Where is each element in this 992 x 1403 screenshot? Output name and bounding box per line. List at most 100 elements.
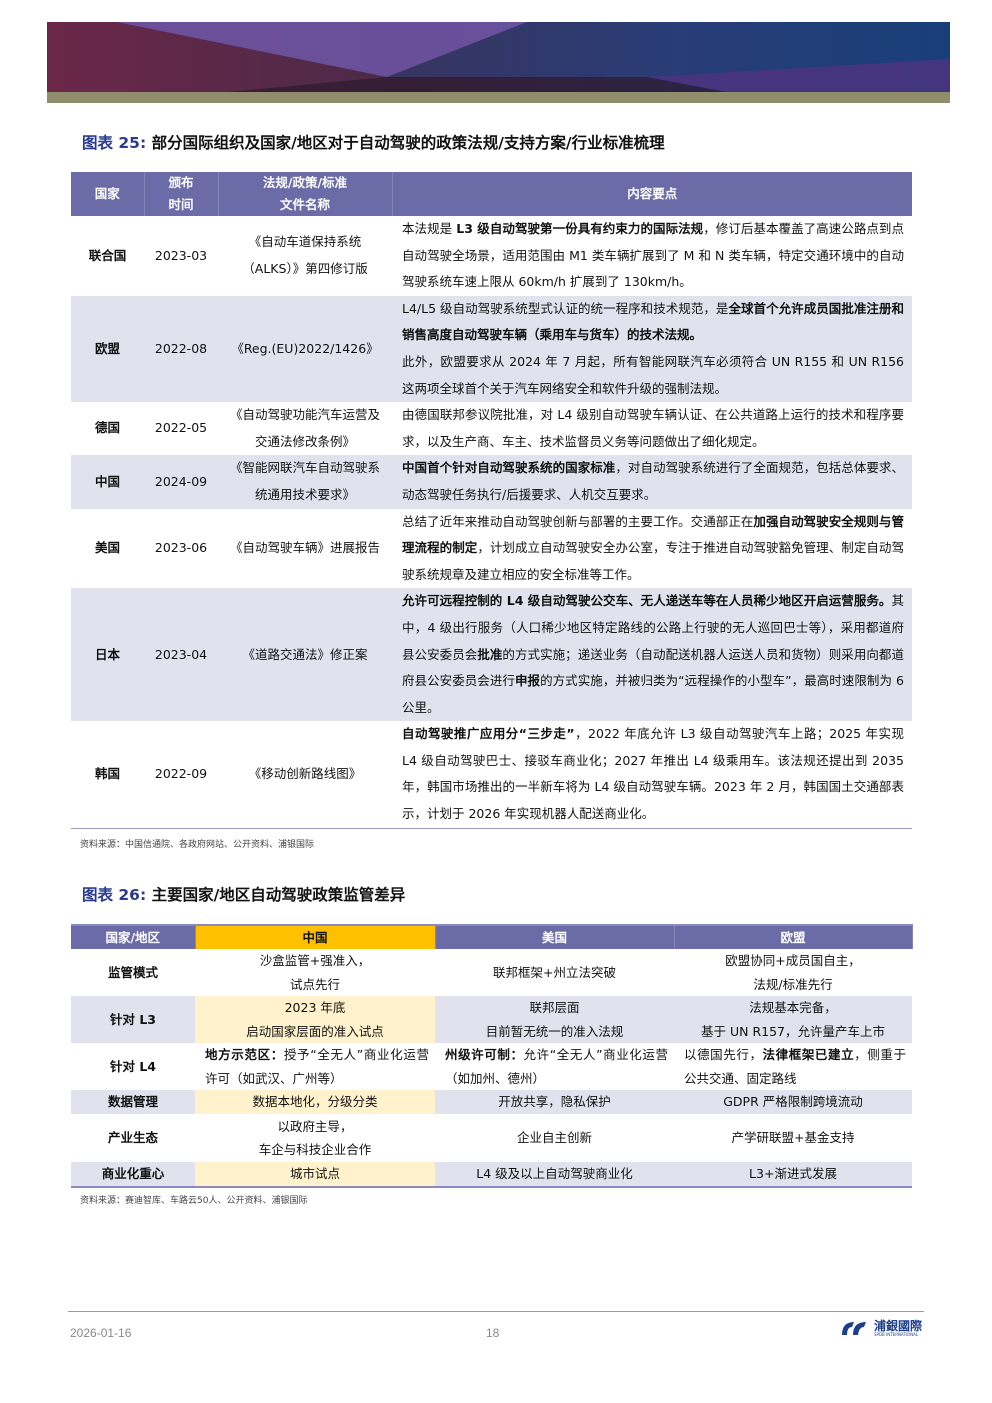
content-cell: 总结了近年来推动自动驾驶创新与部署的主要工作。交通部正在加强自动驾驶安全规则与管…: [392, 509, 912, 589]
comparison-cell: 州级许可制：允许“全无人”商业化运营（如加州、德州）: [435, 1043, 674, 1090]
text-segment: ，2022 年底允许 L3 级自动驾驶汽车上路；2025 年实现 L4 级自动驾…: [402, 726, 905, 822]
table-row: 美国 2023-06 《自动驾驶车辆》进展报告 总结了近年来推动自动驾驶创新与部署的主…: [71, 509, 912, 589]
company-logo: 浦銀國際 SPDB INTERNATIONAL: [840, 1319, 922, 1337]
comparison-cell: L4 级及以上自动驾驶商业化: [435, 1162, 674, 1187]
text-segment: 数据本地化，分级分类: [252, 1094, 378, 1110]
bold-text: 允许可远程控制的 L4 级自动驾驶公交车、无人递送车等在人员稀少地区开启运营服务…: [402, 593, 892, 609]
bold-text: 地方示范区：: [205, 1047, 284, 1062]
text-segment: ，对自动驾驶系统进行了全面规范，包括总体要求、动态驾驶任务执行/后援要求、人机交…: [402, 460, 904, 502]
dimension-cell: 针对 L4: [109, 1058, 156, 1074]
text-segment: 的方式实施；递送业务（自动配送机器人运送人员和货物）则采用向都道府县公安委员会进…: [402, 646, 904, 689]
comparison-cell: 沙盒监管+强准入， 试点先行: [195, 949, 435, 996]
column-header: 国家/地区: [71, 925, 196, 949]
comparison-cell: 企业自主创新: [435, 1114, 674, 1162]
column-header: 欧盟: [674, 925, 913, 949]
page-number: 18: [486, 1326, 500, 1340]
logo-mark-icon: [842, 1322, 866, 1335]
text-segment: 授予“全无人”商业化运营许可（如武汉、广州等）: [205, 1047, 429, 1086]
figure-title-text: 部分国际组织及国家/地区对于自动驾驶的政策法规/支持方案/行业标准梳理: [151, 134, 665, 152]
country-cell: 美国: [94, 540, 120, 556]
content-cell: 允许可远程控制的 L4 级自动驾驶公交车、无人递送车等在人员稀少地区开启运营服务…: [392, 588, 912, 722]
figure-label: 图表 26:: [82, 886, 147, 904]
bold-text: 法律框架已建立: [762, 1047, 855, 1062]
table-row: 日本 2023-04 《道路交通法》修正案 允许可远程控制的 L4 级自动驾驶公交车、…: [71, 588, 912, 722]
bold-text: 自动驾驶推广应用分“三步走”: [402, 726, 575, 742]
comparison-cell: 以德国先行，法律框架已建立，侧重于公共交通、固定路线: [674, 1043, 912, 1090]
text-segment: ，修订后基本覆盖了高速公路点到点自动驾驶全场景，适用范围由 M1 类车辆扩展到了…: [402, 221, 904, 290]
text-segment: 联邦框架+州立法突破: [493, 964, 616, 980]
bold-text: 申报: [514, 673, 541, 689]
comparison-cell: 联邦层面 目前暂无统一的准入法规: [435, 996, 674, 1043]
text-segment: 总结了近年来推动自动驾驶创新与部署的主要工作。交通部正在: [402, 513, 754, 529]
text-segment: 允许“全无人”商业化运营（如加州、德州）: [445, 1047, 668, 1086]
comparison-cell: 联邦框架+州立法突破: [435, 949, 674, 996]
text-segment: 本法规是: [402, 221, 457, 236]
table-row: 监管模式 沙盒监管+强准入， 试点先行 联邦框架+州立法突破 欧盟协同+成员国自主， …: [71, 949, 912, 996]
figure-title-text: 主要国家/地区自动驾驶政策监管差异: [151, 886, 406, 904]
text-segment: 以德国先行，: [684, 1047, 763, 1062]
text-segment: 开放共享，隐私保护: [498, 1094, 611, 1110]
table-row: 针对 L4 地方示范区：授予“全无人”商业化运营许可（如武汉、广州等） 州级许可制：…: [71, 1043, 912, 1090]
text-segment: 此外，欧盟要求从 2024 年 7 月起，所有智能网联汽车必须符合 UN R15…: [402, 353, 904, 396]
figure-26-title: 图表 26: 主要国家/地区自动驾驶政策监管差异: [82, 883, 405, 905]
source-note: 资料来源：赛迪智库、车路云50人、公开资料、浦银国际: [80, 1196, 308, 1206]
column-header: 颁布 时间: [144, 172, 219, 216]
text-segment: ，侧重于公共交通、固定路线: [684, 1047, 906, 1086]
bold-text: L3 级自动驾驶第一份具有约束力的国际法规: [456, 221, 704, 236]
text-segment: L4 级及以上自动驾驶商业化: [476, 1166, 633, 1182]
comparison-cell: 以政府主导， 车企与科技企业合作: [195, 1114, 435, 1162]
text-segment: ，计划成立自动驾驶安全办公室，专注于推进自动驾驶豁免管理、制定自动驾驶系统规章及…: [402, 540, 904, 582]
comparison-cell: 2023 年底 启动国家层面的准入试点: [195, 996, 435, 1043]
table-row: 德国 2022-05 《自动驾驶功能汽车运营及交通法修改条例》 由德国联邦参议院批准，…: [71, 402, 912, 455]
document-name-cell: 《道路交通法》修正案: [218, 588, 392, 722]
date-cell: 2022-05: [154, 420, 208, 436]
bold-text: 加强自动驾驶安全规则与管理流程的制定: [402, 513, 904, 556]
document-name-cell: 《自动驾驶车辆》进展报告: [229, 540, 380, 556]
comparison-cell: L3+渐进式发展: [674, 1162, 912, 1187]
country-cell: 中国: [71, 455, 144, 509]
footer-date: 2026-01-16: [70, 1326, 132, 1340]
table-row: 欧盟 2022-08 《Reg.(EU)2022/1426》 L4/L5 级自动驾驶系…: [71, 295, 912, 403]
country-cell: 欧盟: [71, 295, 144, 403]
header-banner: [47, 22, 950, 92]
table-row: 中国 2024-09 《智能网联汽车自动驾驶系统通用技术要求》 中国首个针对自动驾驶系…: [71, 455, 912, 509]
country-cell: 日本: [71, 588, 144, 722]
policy-table: 国家 颁布 时间 法规/政策/标准 文件名称 内容要点联合国 2023-03 《自动车道保…: [71, 172, 912, 829]
dimension-cell: 数据管理: [71, 1090, 195, 1114]
content-cell: 自动驾驶推广应用分“三步走”，2022 年底允许 L3 级自动驾驶汽车上路；20…: [392, 721, 912, 828]
date-cell: 2022-09: [154, 766, 208, 782]
document-name-cell: 《自动车道保持系统（ALKS）》第四修订版: [242, 234, 368, 276]
country-cell: 德国: [94, 420, 120, 436]
table-row: 韩国 2022-09 《移动创新路线图》 自动驾驶推广应用分“三步走”，2022 年底…: [71, 721, 912, 828]
comparison-cell: 数据本地化，分级分类: [195, 1090, 435, 1114]
dimension-cell: 商业化重心: [71, 1162, 195, 1187]
text-segment: 产学研联盟+基金支持: [731, 1130, 855, 1146]
column-header: 国家: [71, 172, 145, 216]
column-header: 内容要点: [392, 172, 912, 216]
dimension-cell: 针对 L3: [71, 996, 195, 1043]
table-row: 商业化重心 城市试点 L4 级及以上自动驾驶商业化 L3+渐进式发展: [71, 1162, 912, 1187]
date-cell: 2023-04: [144, 588, 218, 722]
text-segment: 欧盟协同+成员国自主， 法规/标准先行: [725, 953, 861, 992]
text-segment: 的方式实施，并被归类为“远程操作的小型车”，最高时速限制为 6 公里。: [402, 673, 904, 715]
table-row: 联合国 2023-03 《自动车道保持系统（ALKS）》第四修订版 本法规是 L3 级…: [71, 216, 912, 296]
column-header: 法规/政策/标准 文件名称: [218, 172, 393, 216]
comparison-cell: 开放共享，隐私保护: [435, 1090, 674, 1114]
comparison-cell: GDPR 严格限制跨境流动: [674, 1090, 912, 1114]
content-cell: 本法规是 L3 级自动驾驶第一份具有约束力的国际法规，修订后基本覆盖了高速公路点…: [392, 216, 912, 296]
date-cell: 2023-03: [154, 247, 208, 263]
bold-text: 中国首个针对自动驾驶系统的国家标准: [402, 460, 616, 476]
figure-25-title: 图表 25: 部分国际组织及国家/地区对于自动驾驶的政策法规/支持方案/行业标准…: [82, 131, 665, 153]
content-cell: 中国首个针对自动驾驶系统的国家标准，对自动驾驶系统进行了全面规范，包括总体要求、…: [392, 455, 912, 509]
column-header: 中国: [195, 925, 436, 949]
text-segment: L3+渐进式发展: [749, 1166, 837, 1182]
date-cell: 2023-06: [154, 540, 208, 556]
content-cell: L4/L5 级自动驾驶系统型式认证的统一程序和技术规范，是全球首个允许成员国批准…: [392, 295, 912, 403]
dimension-cell: 产业生态: [107, 1130, 158, 1146]
bold-text: 州级许可制：: [445, 1047, 524, 1062]
date-cell: 2024-09: [144, 455, 218, 509]
figure-label: 图表 25:: [82, 134, 147, 152]
table-row: 针对 L3 2023 年底 启动国家层面的准入试点 联邦层面 目前暂无统一的准入法规…: [71, 996, 912, 1043]
text-segment: 其中，4 级出行服务（人口稀少地区特定路线的公路上行驶的无人巡回巴士等），采用都…: [402, 593, 904, 662]
country-cell: 联合国: [88, 247, 127, 263]
